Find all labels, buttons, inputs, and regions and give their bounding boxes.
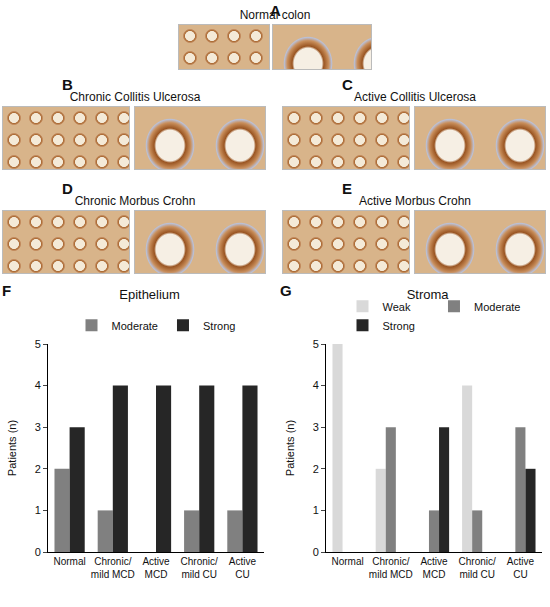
html-text:A: A [270, 2, 281, 19]
html-text:Normal colon: Normal colon [239, 8, 311, 22]
svg-text:1: 1 [313, 504, 319, 516]
svg-text:1: 1 [35, 504, 41, 516]
svg-text:Chronic/mild MCD: Chronic/mild MCD [91, 556, 135, 580]
svg-text:Normal: Normal [53, 556, 85, 567]
svg-text:Strong: Strong [203, 320, 235, 332]
html-text:E: E [342, 180, 352, 197]
svg-text:Patients (n): Patients (n) [284, 420, 296, 476]
svg-text:5: 5 [35, 338, 41, 350]
html-text:F: F [2, 282, 12, 299]
svg-text:Chronic/mild CU: Chronic/mild CU [181, 556, 218, 580]
html-text:C: C [342, 76, 353, 93]
svg-text:0: 0 [35, 546, 41, 558]
html-text:Chronic Morbus Crohn: Chronic Morbus Crohn [74, 194, 196, 208]
svg-text:Stroma: Stroma [407, 287, 450, 302]
svg-text:Epithelium: Epithelium [119, 287, 180, 302]
svg-text:ActiveCU: ActiveCU [229, 556, 257, 580]
svg-text:Normal: Normal [331, 556, 363, 567]
html-text:G: G [280, 282, 292, 299]
svg-text:3: 3 [35, 421, 41, 433]
svg-text:Patients (n): Patients (n) [6, 420, 18, 476]
svg-text:Moderate: Moderate [474, 301, 520, 313]
html-text:Chronic Collitis Ulcerosa: Chronic Collitis Ulcerosa [69, 90, 201, 104]
svg-text:3: 3 [313, 421, 319, 433]
html-text:B: B [62, 76, 73, 93]
svg-text:ActiveCU: ActiveCU [507, 556, 535, 580]
svg-text:5: 5 [313, 338, 319, 350]
svg-text:0: 0 [313, 546, 319, 558]
svg-text:ActiveMCD: ActiveMCD [420, 556, 448, 580]
html-text:Active Morbus Crohn: Active Morbus Crohn [359, 194, 471, 208]
html-text:Active Collitis Ulcerosa: Active Collitis Ulcerosa [354, 90, 476, 104]
svg-text:2: 2 [313, 463, 319, 475]
svg-text:Chronic/mild CU: Chronic/mild CU [459, 556, 496, 580]
svg-text:Chronic/mild MCD: Chronic/mild MCD [369, 556, 413, 580]
svg-text:4: 4 [313, 379, 319, 391]
svg-text:Strong: Strong [383, 320, 415, 332]
html-text:D: D [62, 180, 73, 197]
svg-text:ActiveMCD: ActiveMCD [142, 556, 170, 580]
svg-text:2: 2 [35, 463, 41, 475]
svg-text:Moderate: Moderate [112, 320, 158, 332]
svg-text:Weak: Weak [383, 301, 411, 313]
svg-text:4: 4 [35, 379, 41, 391]
